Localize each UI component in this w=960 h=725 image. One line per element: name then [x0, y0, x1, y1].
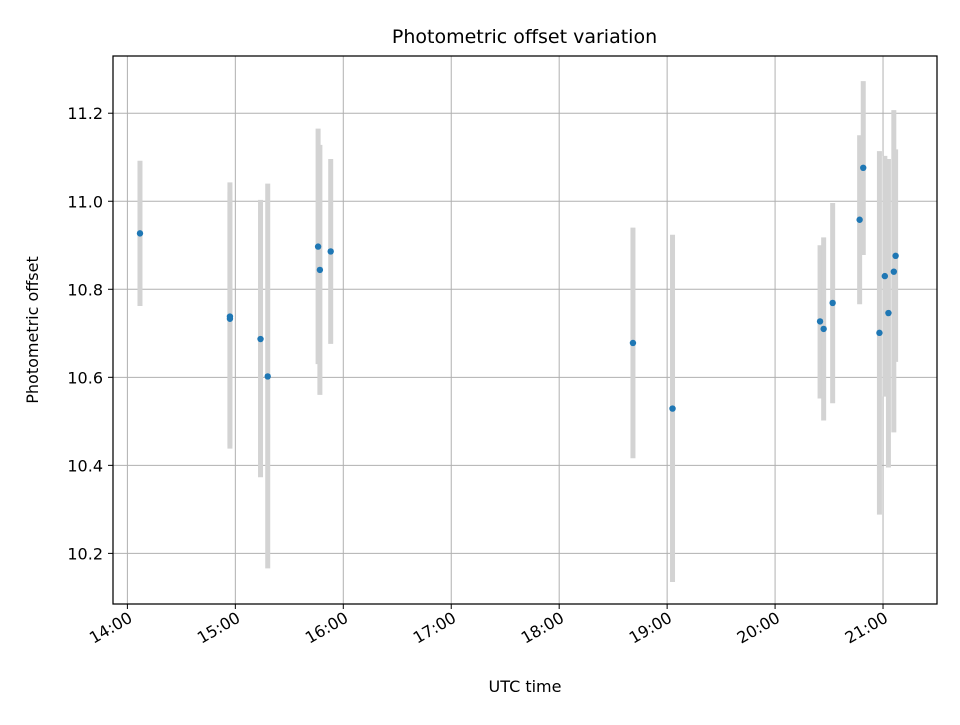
- y-tick-label: 10.4: [67, 456, 103, 475]
- data-point: [327, 248, 334, 255]
- x-tick-label: 20:00: [734, 608, 783, 648]
- data-point: [226, 315, 234, 322]
- data-point: [629, 339, 637, 347]
- chart-title: Photometric offset variation: [392, 26, 657, 48]
- data-points: [136, 164, 899, 412]
- x-tick-label: 16:00: [302, 608, 351, 648]
- data-point: [257, 335, 264, 343]
- x-axis-label: UTC time: [489, 677, 562, 696]
- data-point: [316, 266, 324, 274]
- data-point: [892, 252, 899, 260]
- data-point: [820, 325, 827, 333]
- data-point: [816, 318, 824, 325]
- data-point: [885, 309, 892, 317]
- y-tick-label: 10.6: [67, 368, 103, 387]
- data-point: [136, 230, 144, 237]
- y-tick-label: 10.2: [67, 544, 103, 563]
- x-tick-label: 18:00: [518, 608, 567, 648]
- data-point: [881, 272, 889, 280]
- data-point: [829, 299, 836, 307]
- ticks: 14:00 15:00 16:00 17:00 18:00 19:00 20:00 21:00…: [67, 104, 891, 647]
- x-tick-label: 17:00: [410, 608, 459, 648]
- data-point: [890, 268, 898, 275]
- data-point: [669, 405, 676, 412]
- data-point: [856, 216, 863, 223]
- y-axis-label: Photometric offset: [23, 256, 42, 404]
- error-bars: [137, 81, 899, 582]
- grid: [113, 56, 937, 604]
- data-point: [876, 329, 883, 337]
- data-point: [264, 373, 271, 380]
- x-tick-label: 15:00: [194, 608, 243, 648]
- y-tick-label: 11.0: [67, 192, 103, 211]
- x-tick-label: 21:00: [842, 608, 891, 648]
- data-point: [314, 243, 322, 250]
- plot-frame: [112, 55, 938, 605]
- x-tick-label: 14:00: [86, 608, 135, 648]
- y-tick-label: 11.2: [67, 104, 103, 123]
- data-point: [860, 164, 867, 172]
- y-tick-label: 10.8: [67, 280, 103, 299]
- x-tick-label: 19:00: [626, 608, 675, 648]
